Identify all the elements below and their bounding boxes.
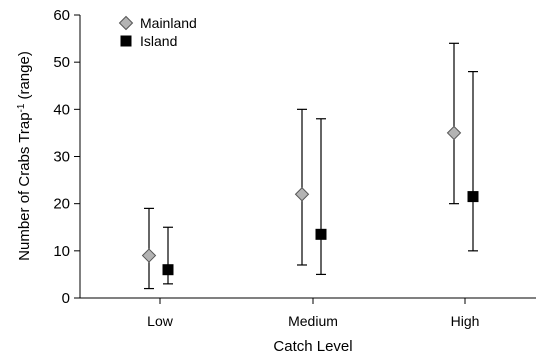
y-tick-label: 40 xyxy=(53,101,70,118)
mainland-point xyxy=(294,187,310,202)
legend-mainland-marker xyxy=(118,15,134,31)
y-axis-title: Number of Crabs Trap-1 (range) xyxy=(16,51,33,261)
legend-island-marker xyxy=(120,35,132,47)
mainland-point xyxy=(446,125,462,141)
y-tick-label: 20 xyxy=(53,196,70,213)
y-tick-label: 0 xyxy=(62,290,70,307)
x-tick-label: Medium xyxy=(288,313,338,329)
y-axis-title-superscript: -1 xyxy=(16,103,27,112)
axes: 0 10 20 30 40 50 60 Low Medium High xyxy=(53,7,536,329)
y-tick-label: 60 xyxy=(53,7,70,24)
data-marks xyxy=(141,42,479,290)
legend-mainland-label: Mainland xyxy=(140,15,197,31)
legend: Mainland Island xyxy=(118,15,197,49)
x-tick-label: High xyxy=(451,313,480,329)
y-tick-label: 50 xyxy=(53,54,70,71)
x-tick-label: Low xyxy=(147,313,174,329)
y-tick-label: 10 xyxy=(53,243,70,260)
legend-island-label: Island xyxy=(140,33,177,49)
y-tick-label: 30 xyxy=(53,149,70,166)
x-axis-title: Catch Level xyxy=(273,338,352,355)
island-point xyxy=(467,191,479,203)
y-axis-title-main: Number of Crabs Trap xyxy=(16,112,33,260)
island-point xyxy=(315,228,327,240)
mainland-point xyxy=(141,248,157,263)
y-axis-title-suffix: (range) xyxy=(16,51,33,99)
island-point xyxy=(162,264,174,276)
